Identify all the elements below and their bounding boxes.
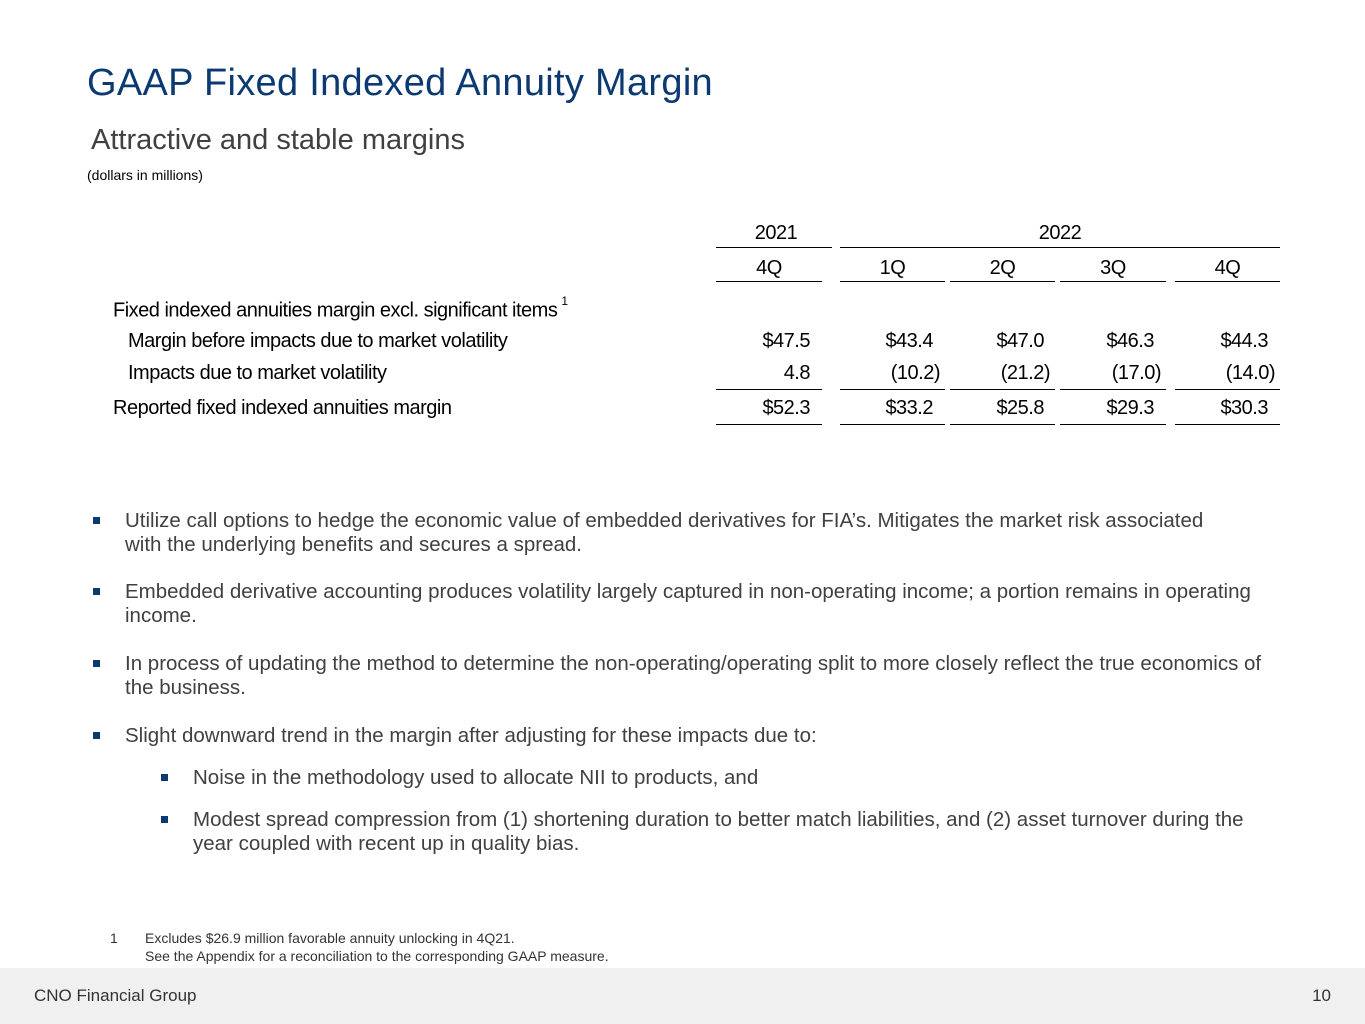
subtotal-line	[950, 389, 1055, 390]
total-line	[1175, 424, 1280, 425]
bullet-item: Embedded derivative accounting produces …	[125, 580, 1251, 627]
quarter-header: 2Q	[989, 257, 1016, 279]
table-cell: $43.4	[885, 330, 933, 352]
quarter-header: 4Q	[756, 257, 782, 279]
sub-bullet-item: Noise in the methodology used to allocat…	[193, 766, 759, 789]
sub-bullet-item: Modest spread compression from (1) short…	[193, 808, 1244, 855]
footnote-line-1: Excludes $26.9 million favorable annuity…	[145, 930, 515, 946]
year-underline-2021	[716, 247, 832, 248]
bullet-item: In process of updating the method to det…	[125, 652, 1262, 699]
quarter-underline	[1175, 281, 1280, 282]
row-label: Impacts due to market volatility	[128, 362, 387, 384]
table-cell: $25.8	[996, 397, 1044, 419]
table-cell: $52.3	[762, 397, 810, 419]
bullet-item: Slight downward trend in the margin afte…	[125, 724, 817, 747]
page-subtitle: Attractive and stable margins	[91, 124, 465, 156]
units-note: (dollars in millions)	[87, 167, 203, 183]
subtotal-line	[716, 389, 822, 390]
table-cell: (17.0)	[1111, 362, 1162, 384]
row-label: Margin before impacts due to market vola…	[128, 330, 508, 352]
table-cell: (10.2)	[890, 362, 941, 384]
quarter-underline	[840, 281, 945, 282]
footer-bar: CNO Financial Group 10	[0, 968, 1365, 1024]
table-cell: 4.8	[783, 362, 811, 384]
table-cell: $30.3	[1220, 397, 1268, 419]
table-cell: $33.2	[885, 397, 933, 419]
table-cell: $29.3	[1106, 397, 1154, 419]
total-line	[840, 424, 945, 425]
footnote-ref: 1	[561, 294, 568, 308]
year-underline-2022	[840, 247, 1280, 248]
section-label: Fixed indexed annuities margin excl. sig…	[113, 294, 568, 323]
subtotal-line	[1175, 389, 1280, 390]
row-label: Reported fixed indexed annuities margin	[113, 397, 452, 419]
table-cell: $46.3	[1106, 330, 1154, 352]
quarter-header: 3Q	[1100, 257, 1126, 279]
quarter-header: 4Q	[1214, 257, 1241, 279]
table-cell: $47.5	[762, 330, 810, 352]
year-header-2021: 2021	[754, 222, 798, 244]
footnote-line-2: See the Appendix for a reconciliation to…	[145, 948, 609, 964]
subtotal-line	[840, 389, 945, 390]
quarter-header: 1Q	[879, 257, 906, 279]
table-cell: $44.3	[1220, 330, 1268, 352]
section-label-text: Fixed indexed annuities margin excl. sig…	[113, 299, 558, 322]
company-name: CNO Financial Group	[34, 986, 197, 1005]
table-cell: (14.0)	[1225, 362, 1276, 384]
year-header-2022: 2022	[1038, 222, 1082, 244]
bullet-marker	[93, 517, 100, 524]
subtotal-line	[1060, 389, 1166, 390]
sub-bullet-marker	[161, 774, 168, 781]
total-line	[950, 424, 1055, 425]
margin-table: 2021 2022 4Q 1Q 2Q 3Q 4Q Fixed indexed a…	[0, 0, 1365, 440]
total-line	[716, 424, 822, 425]
total-line	[1060, 424, 1166, 425]
bullet-marker	[93, 588, 100, 595]
bullet-marker	[93, 732, 100, 739]
table-cell: $47.0	[996, 330, 1044, 352]
quarter-underline	[716, 281, 822, 282]
quarter-underline	[1060, 281, 1166, 282]
page-title: GAAP Fixed Indexed Annuity Margin	[87, 62, 713, 104]
footnote-number: 1	[110, 930, 118, 946]
quarter-underline	[950, 281, 1055, 282]
bullet-marker	[93, 660, 100, 667]
sub-bullet-marker	[161, 816, 168, 823]
table-cell: (21.2)	[1000, 362, 1051, 384]
page-number: 10	[1312, 986, 1331, 1005]
bullet-item: Utilize call options to hedge the econom…	[125, 509, 1204, 556]
